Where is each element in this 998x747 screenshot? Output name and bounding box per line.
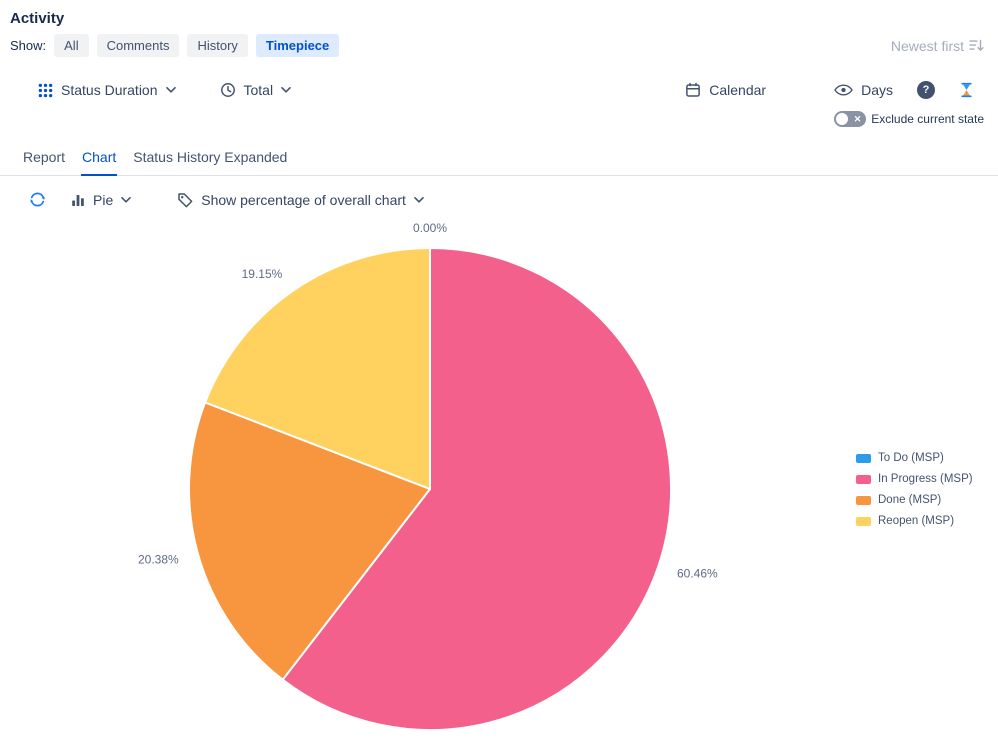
days-button-label: Days [861,82,893,98]
pie-slice-label: 0.00% [413,223,447,235]
filter-timepiece-button[interactable]: Timepiece [255,34,340,57]
eye-icon [834,84,853,96]
tab-chart[interactable]: Chart [81,143,118,176]
toggle-knob [836,113,849,125]
metric-dropdown[interactable]: Status Duration [38,82,176,98]
metric-dropdown-label: Status Duration [61,82,158,98]
bar-chart-icon [71,193,85,207]
pie-slice-label: 60.46% [677,566,718,580]
chevron-down-icon [121,196,132,203]
tab-status-history-expanded[interactable]: Status History Expanded [133,149,288,165]
help-button[interactable]: ? [917,81,935,99]
chevron-down-icon [165,87,176,93]
legend-item[interactable]: Done (MSP) [856,494,973,506]
legend-swatch [856,516,871,526]
pie-chart: 0.00% 60.46% 20.38% 19.15% [138,223,718,731]
tab-report[interactable]: Report [23,149,66,165]
legend-item[interactable]: Reopen (MSP) [856,515,973,527]
pie-slice-label: 20.38% [138,552,179,566]
chart-controls: Pie Show percentage of overall chart [28,190,988,209]
legend-label: In Progress (MSP) [878,473,973,485]
sort-descending-icon [969,39,984,52]
grid-icon [38,83,53,98]
filter-comments-button[interactable]: Comments [96,34,180,57]
clock-icon [220,82,236,98]
sort-order-button[interactable]: Newest first [891,38,988,54]
hourglass-icon[interactable] [959,81,974,99]
page-title: Activity [10,10,65,27]
show-label: Show: [10,38,47,53]
pie-slice-reopen-msp-[interactable] [204,247,431,490]
help-icon: ? [922,84,930,96]
refresh-icon [28,190,47,209]
toggle-off-x-icon: ✕ [853,114,862,124]
legend-label: To Do (MSP) [878,452,944,464]
display-mode-label: Show percentage of overall chart [201,191,406,208]
filter-all-button[interactable]: All [54,34,89,57]
legend-label: Done (MSP) [878,494,942,506]
pie-chart-area: 0.00% 60.46% 20.38% 19.15% To Do (MSP) In Pr… [10,223,988,739]
aggregation-dropdown[interactable]: Total [220,82,292,98]
exclude-current-state-toggle[interactable]: ✕ [834,111,867,127]
pie-slice-label: 19.15% [242,267,283,281]
days-button[interactable]: Days [834,82,893,98]
chart-type-dropdown[interactable]: Pie [71,191,132,208]
toolbar-right-group: Calendar Days ? [685,81,974,99]
exclude-current-state-label: Exclude current state [871,112,984,126]
chart-type-label: Pie [93,191,114,208]
legend-swatch [856,453,871,463]
timepiece-toolbar: Status Duration Total [38,81,974,99]
display-mode-dropdown[interactable]: Show percentage of overall chart [177,192,424,208]
pie-slice-in-progress-msp-[interactable] [281,247,673,731]
legend-item[interactable]: In Progress (MSP) [856,473,973,485]
sort-order-label: Newest first [890,37,964,54]
legend-swatch [856,495,871,505]
activity-filter-row: Show: All Comments History Timepiece New… [10,34,988,57]
legend-item[interactable]: To Do (MSP) [856,452,973,464]
tag-icon [177,192,193,208]
legend-swatch [856,474,871,484]
filter-history-button[interactable]: History [187,34,248,57]
chevron-down-icon [281,87,291,93]
legend-label: Reopen (MSP) [878,515,955,527]
calendar-button[interactable]: Calendar [685,82,766,98]
aggregation-dropdown-label: Total [243,82,274,98]
refresh-button[interactable] [28,190,47,209]
chevron-down-icon [414,196,424,203]
calendar-button-label: Calendar [709,82,767,98]
view-tabs: Report Chart Status History Expanded [0,143,998,176]
exclude-current-state-row: ✕ Exclude current state [10,111,984,127]
calendar-icon [685,82,701,98]
pie-slice-done-msp-[interactable] [188,401,431,681]
chart-legend: To Do (MSP) In Progress (MSP) Done (MSP) Re… [856,452,973,527]
